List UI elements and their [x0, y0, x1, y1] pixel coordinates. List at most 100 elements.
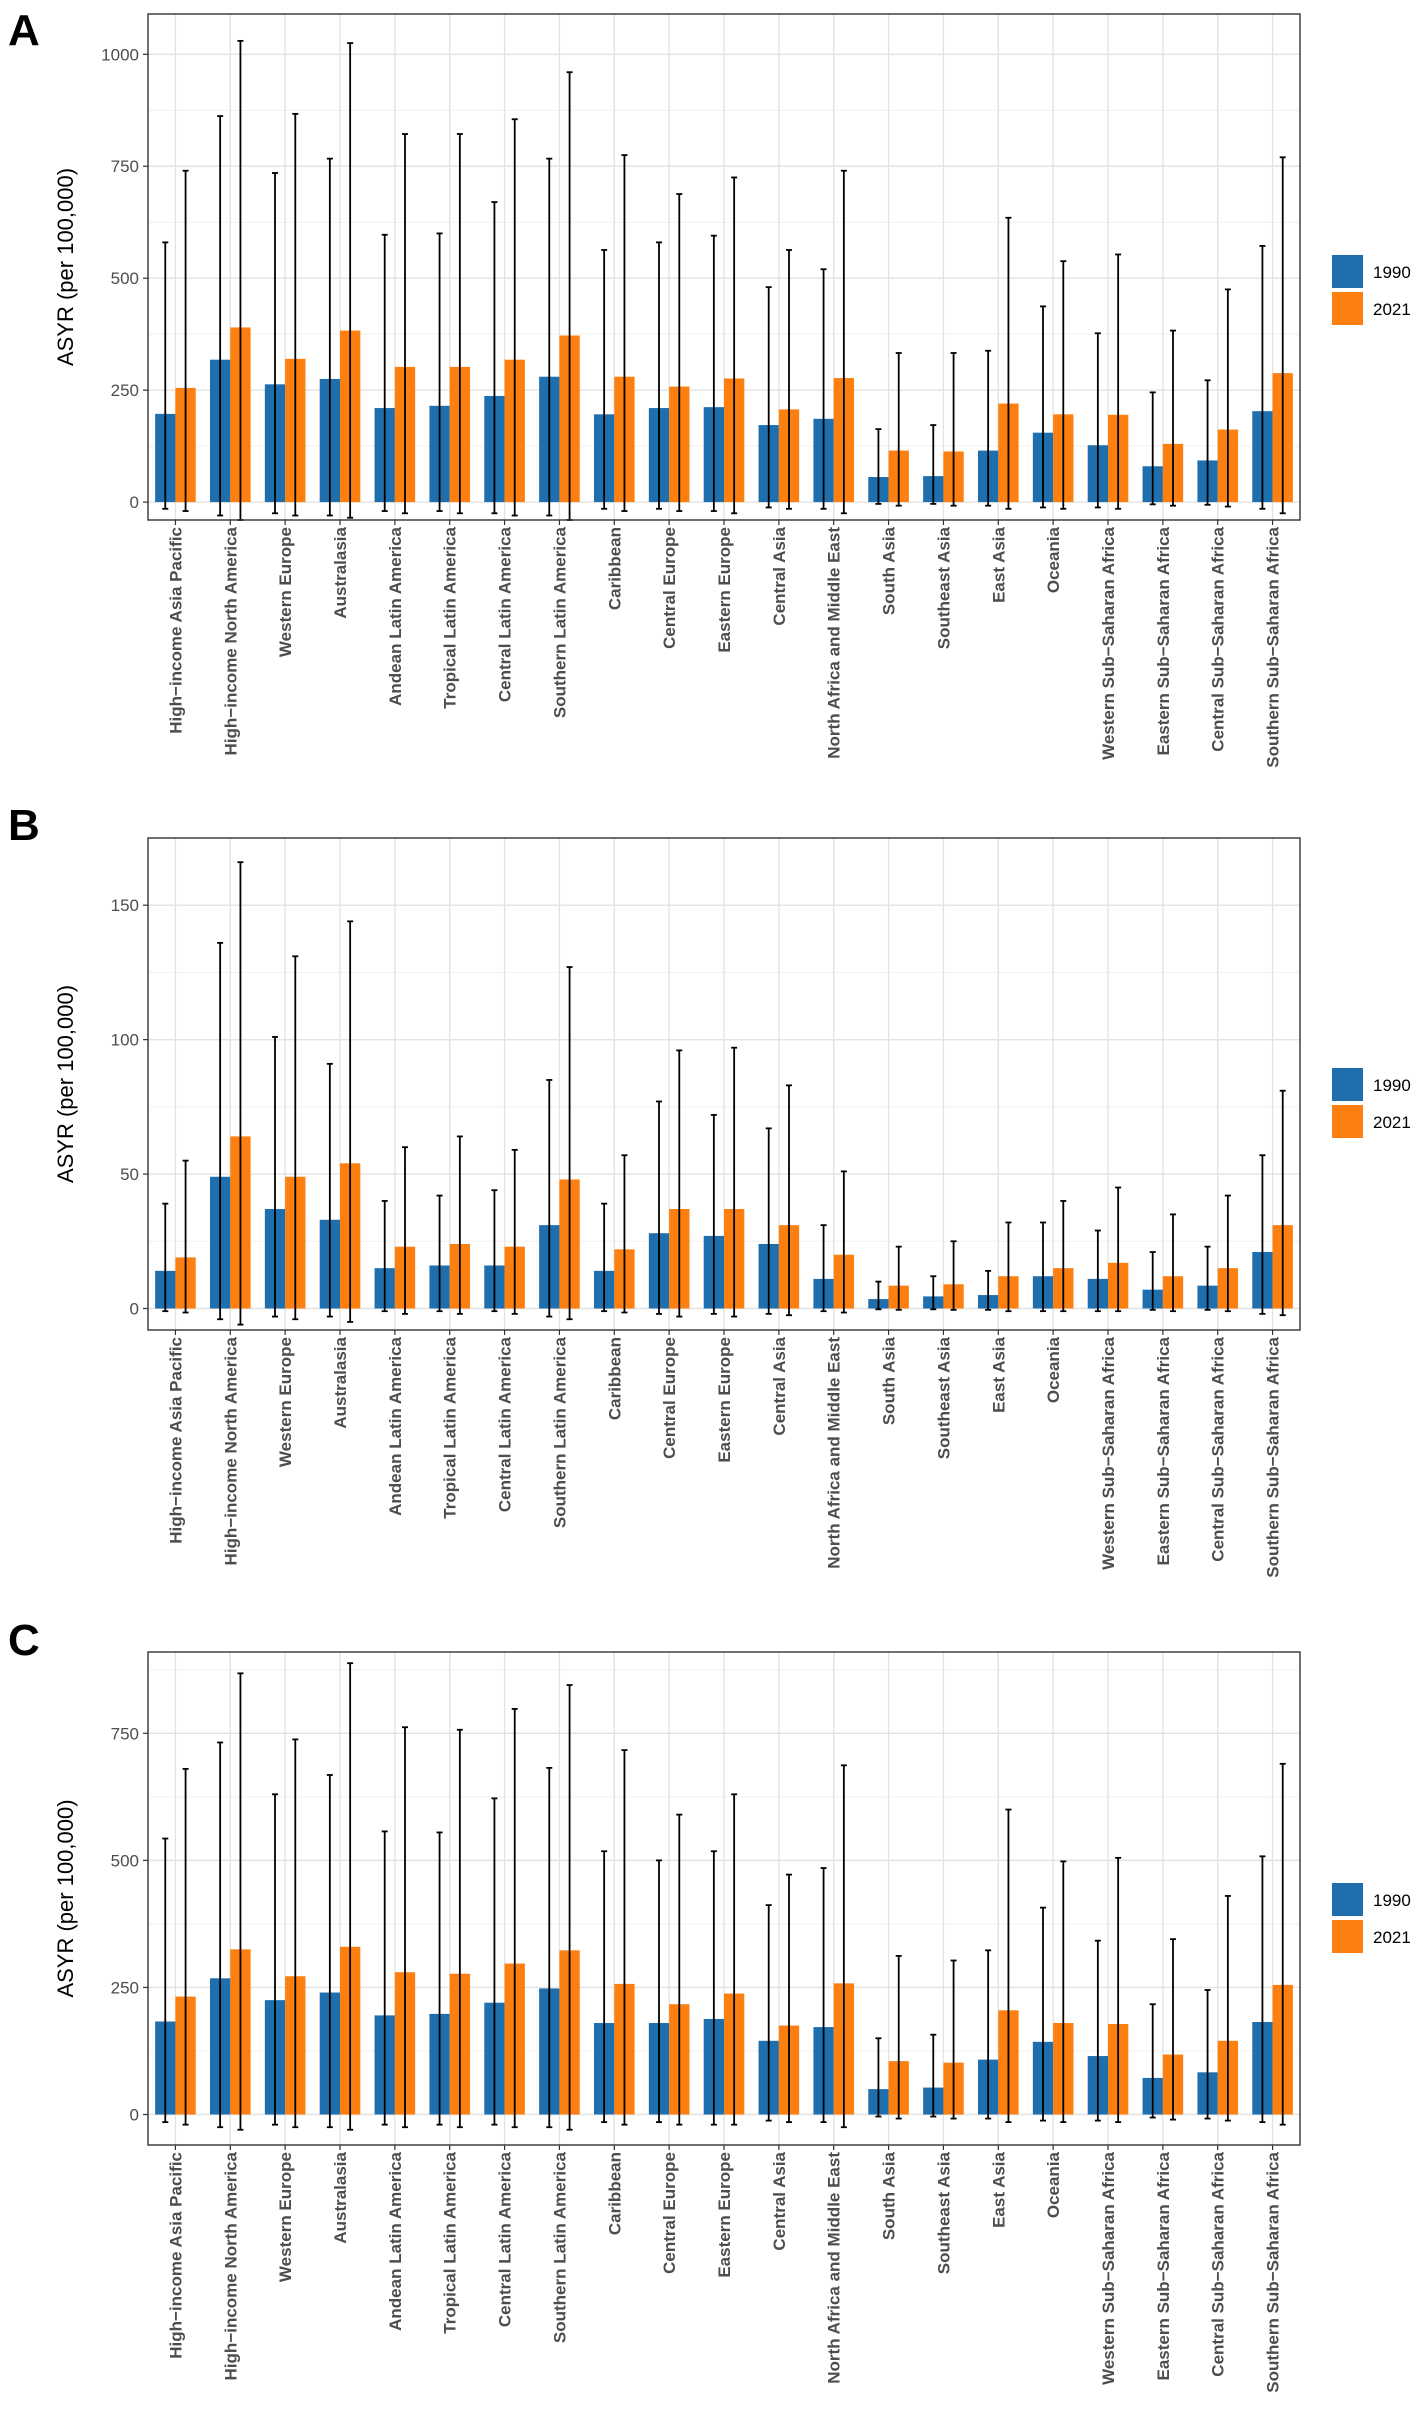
x-tick-label: Eastern Europe	[715, 1337, 734, 1463]
legend-swatch-1990	[1332, 255, 1363, 288]
legend-label-2021: 2021	[1373, 300, 1411, 319]
y-tick-label: 500	[111, 1851, 139, 1870]
x-tick-label: Andean Latin America	[386, 526, 405, 705]
x-tick-label: Eastern Sub−Saharan Africa	[1154, 2151, 1173, 2380]
x-tick-label: Central Europe	[660, 2152, 679, 2274]
x-tick-label: Central Europe	[660, 1337, 679, 1459]
y-tick-label: 50	[120, 1165, 139, 1184]
x-tick-label: Western Europe	[276, 2152, 295, 2282]
x-tick-label: Andean Latin America	[386, 2151, 405, 2330]
x-tick-label: Tropical Latin America	[441, 2151, 460, 2333]
x-tick-label: Central Asia	[770, 526, 789, 625]
x-tick-label: Tropical Latin America	[441, 526, 460, 708]
x-tick-label: Central Latin America	[496, 1336, 515, 1512]
y-tick-label: 0	[130, 2106, 139, 2125]
y-tick-label: 0	[130, 1299, 139, 1318]
x-tick-label: North Africa and Middle East	[825, 1337, 844, 1569]
y-tick-label: 750	[111, 157, 139, 176]
y-tick-label: 100	[111, 1031, 139, 1050]
x-tick-label: Western Europe	[276, 1337, 295, 1467]
y-axis-title: ASYR (per 100,000)	[53, 168, 78, 366]
y-tick-label: 500	[111, 269, 139, 288]
legend-label-1990: 1990	[1373, 263, 1411, 282]
x-tick-label: Central Latin America	[496, 2151, 515, 2327]
x-tick-label: Western Sub−Saharan Africa	[1099, 1336, 1118, 1569]
x-tick-label: Tropical Latin America	[441, 1336, 460, 1518]
x-tick-label: Central Sub−Saharan Africa	[1209, 2151, 1228, 2376]
chart-panel-a: A 0 250 500 750 1000 High−income Asia Pacific H…	[8, 6, 1411, 768]
x-tick-label: Oceania	[1044, 526, 1063, 593]
x-tick-label: Southeast Asia	[934, 526, 953, 649]
x-tick-label: Southern Sub−Saharan Africa	[1264, 2151, 1283, 2392]
legend: 1990 2021	[1332, 255, 1411, 325]
x-tick-label: Eastern Europe	[715, 2152, 734, 2278]
y-axis-title: ASYR (per 100,000)	[53, 985, 78, 1183]
x-tick-label: High−income Asia Pacific	[166, 527, 185, 734]
x-tick-label: High−income Asia Pacific	[166, 1337, 185, 1544]
x-tick-label: Oceania	[1044, 1336, 1063, 1403]
legend-label-2021: 2021	[1373, 1113, 1411, 1132]
legend-label-1990: 1990	[1373, 1076, 1411, 1095]
x-tick-label: Southeast Asia	[934, 1336, 953, 1459]
x-tick-label: North Africa and Middle East	[825, 2152, 844, 2384]
legend-swatch-1990	[1332, 1068, 1363, 1101]
panel-letter: C	[8, 1616, 40, 1665]
x-tick-label: High−income North America	[221, 2151, 240, 2380]
x-tick-label: Western Europe	[276, 527, 295, 657]
x-tick-label: Australasia	[331, 1336, 350, 1428]
x-tick-label: East Asia	[989, 1336, 1008, 1412]
x-tick-label: Southern Sub−Saharan Africa	[1264, 526, 1283, 767]
x-tick-label: South Asia	[880, 1336, 899, 1425]
legend-swatch-1990	[1332, 1883, 1363, 1916]
legend-swatch-2021	[1332, 1105, 1363, 1138]
x-tick-label: South Asia	[880, 526, 899, 615]
x-tick-label: High−income North America	[221, 1336, 240, 1565]
x-tick-label: Central Europe	[660, 527, 679, 649]
x-tick-label: Central Asia	[770, 1336, 789, 1435]
x-tick-label: Australasia	[331, 2151, 350, 2243]
x-tick-label: Central Asia	[770, 2151, 789, 2250]
legend-swatch-2021	[1332, 1920, 1363, 1953]
x-tick-label: Western Sub−Saharan Africa	[1099, 526, 1118, 759]
chart-panel-b: B 0 50 100 150 High−income Asia Pacific High−i…	[8, 801, 1411, 1578]
x-tick-label: East Asia	[989, 526, 1008, 602]
x-tick-label: Southeast Asia	[934, 2151, 953, 2274]
legend-label-1990: 1990	[1373, 1891, 1411, 1910]
x-tick-label: Australasia	[331, 526, 350, 618]
x-tick-label: Eastern Sub−Saharan Africa	[1154, 1336, 1173, 1565]
x-tick-label: East Asia	[989, 2151, 1008, 2227]
x-tick-label: Eastern Sub−Saharan Africa	[1154, 526, 1173, 755]
y-tick-label: 250	[111, 381, 139, 400]
x-tick-label: Central Latin America	[496, 526, 515, 702]
y-tick-label: 750	[111, 1724, 139, 1743]
x-tick-label: South Asia	[880, 2151, 899, 2240]
x-tick-label: Caribbean	[605, 527, 624, 610]
x-tick-label: Western Sub−Saharan Africa	[1099, 2151, 1118, 2384]
y-tick-label: 0	[130, 493, 139, 512]
x-tick-label: High−income North America	[221, 526, 240, 755]
legend-swatch-2021	[1332, 292, 1363, 325]
y-tick-label: 250	[111, 1978, 139, 1997]
x-tick-label: Central Sub−Saharan Africa	[1209, 1336, 1228, 1561]
y-tick-label: 150	[111, 896, 139, 915]
legend-label-2021: 2021	[1373, 1928, 1411, 1947]
x-tick-label: Caribbean	[605, 2152, 624, 2235]
chart-panel-c: C 0 250 500 750 High−income Asia Pacific High−…	[8, 1616, 1411, 2393]
x-tick-label: North Africa and Middle East	[825, 527, 844, 759]
x-tick-label: Southern Sub−Saharan Africa	[1264, 1336, 1283, 1577]
x-tick-label: High−income Asia Pacific	[166, 2152, 185, 2359]
y-tick-label: 1000	[101, 45, 139, 64]
x-tick-label: Southern Latin America	[550, 1336, 569, 1528]
x-tick-label: Andean Latin America	[386, 1336, 405, 1515]
legend: 1990 2021	[1332, 1883, 1411, 1953]
panel-letter: A	[8, 6, 40, 55]
x-tick-label: Southern Latin America	[550, 2151, 569, 2343]
legend: 1990 2021	[1332, 1068, 1411, 1138]
y-axis-title: ASYR (per 100,000)	[53, 1799, 78, 1997]
x-tick-label: Caribbean	[605, 1337, 624, 1420]
x-tick-label: Oceania	[1044, 2151, 1063, 2218]
x-tick-label: Eastern Europe	[715, 527, 734, 653]
panel-letter: B	[8, 801, 40, 850]
x-tick-label: Central Sub−Saharan Africa	[1209, 526, 1228, 751]
